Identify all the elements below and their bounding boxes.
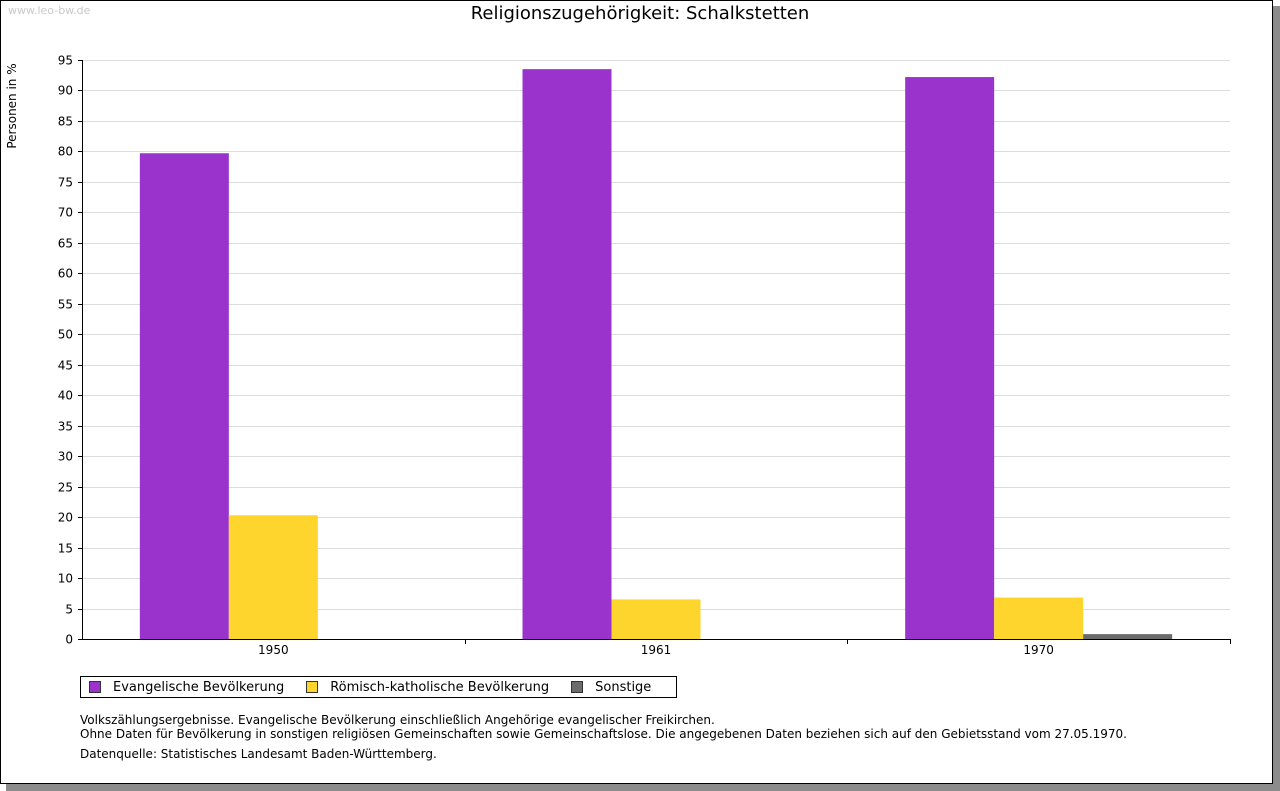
legend-item-katholisch: Römisch-katholische Bevölkerung [306,680,549,695]
y-tick-label: 30 [58,450,73,464]
note-line-2: Ohne Daten für Bevölkerung in sonstigen … [80,727,1127,741]
bar [228,515,318,639]
legend-swatch-evangelisch [89,681,101,693]
y-tick-label: 75 [58,176,73,190]
y-tick-label: 70 [58,206,73,220]
chart-title: Religionszugehörigkeit: Schalkstetten [470,3,810,24]
y-tick-label: 95 [58,54,73,68]
frame-shadow-bottom [6,784,1280,791]
y-tick-label: 35 [58,420,73,434]
y-tick-label: 15 [58,542,73,556]
y-tick-label: 40 [58,389,73,403]
legend-label-sonstige: Sonstige [595,679,652,695]
y-tick-label: 55 [58,298,73,312]
bar [905,77,995,640]
y-tick-label: 45 [58,359,73,373]
y-tick-label: 25 [58,481,73,495]
legend-label-katholisch: Römisch-katholische Bevölkerung [330,679,550,695]
y-tick-label: 80 [58,145,73,159]
legend-item-sonstige: Sonstige [571,680,651,695]
legend: Evangelische Bevölkerung Römisch-katholi… [80,676,677,698]
bar [522,69,612,640]
y-tick-label: 65 [58,237,73,251]
bar [139,153,229,639]
x-tick-label: 1970 [1023,643,1054,657]
y-tick-label: 60 [58,267,73,281]
bar [994,597,1084,639]
legend-swatch-katholisch [306,681,319,693]
y-tick-label: 20 [58,511,73,525]
chart-notes: Volkszählungsergebnisse. Evangelische Be… [80,713,1127,761]
x-tick-label: 1950 [258,643,289,657]
y-tick-label: 0 [65,633,73,647]
legend-label-evangelisch: Evangelische Bevölkerung [113,679,285,695]
x-tick-label: 1961 [641,643,672,657]
y-tick-label: 90 [58,84,73,98]
frame-shadow-right [1273,6,1280,791]
legend-swatch-sonstige [571,681,584,693]
note-line-1: Volkszählungsergebnisse. Evangelische Be… [80,713,715,727]
y-tick-label: 5 [65,603,73,617]
y-tick-label: 10 [58,572,73,586]
bar [611,599,701,639]
y-tick-label: 85 [58,115,73,129]
bar-chart: 0 5 10 15 20 25 30 35 40 45 50 55 60 65 70 75 80 85 90 95 19… [58,54,1231,657]
watermark: www.leo-bw.de [8,4,91,17]
bar [1083,634,1173,639]
legend-item-evangelisch: Evangelische Bevölkerung [89,680,284,695]
y-tick-label: 50 [58,328,73,342]
data-source: Datenquelle: Statistisches Landesamt Bad… [80,747,437,761]
